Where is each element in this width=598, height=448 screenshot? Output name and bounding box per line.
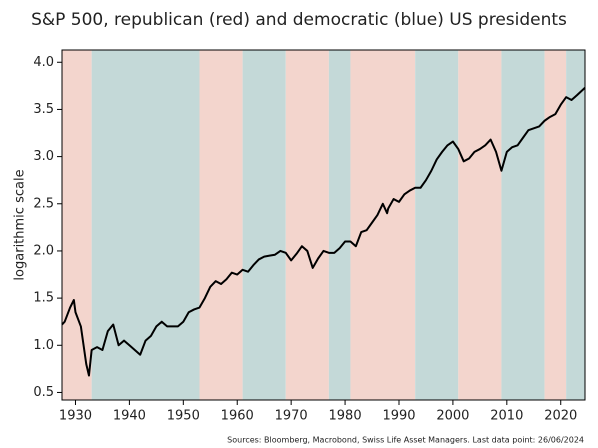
y-tick-label: 2.5	[33, 196, 54, 211]
president-period	[415, 50, 459, 400]
president-period	[350, 50, 416, 400]
president-period	[242, 50, 286, 400]
x-tick-label: 1940	[113, 409, 146, 424]
president-period	[544, 50, 567, 400]
president-period	[501, 50, 545, 400]
source-note: Sources: Bloomberg, Macrobond, Swiss Lif…	[227, 436, 584, 445]
y-tick-label: 2.0	[33, 243, 54, 258]
x-tick-label: 2020	[544, 409, 577, 424]
y-tick-label: 1.0	[33, 338, 54, 353]
president-period	[566, 50, 585, 400]
chart-title: S&P 500, republican (red) and democratic…	[31, 10, 567, 30]
x-tick-label: 1960	[221, 409, 254, 424]
x-tick-label: 1950	[167, 409, 200, 424]
x-tick-label: 2000	[436, 409, 469, 424]
y-axis-label: logarithmic scale	[13, 169, 28, 280]
y-tick-label: 3.0	[33, 149, 54, 164]
x-tick-label: 1990	[382, 409, 415, 424]
x-tick-label: 1980	[329, 409, 362, 424]
x-tick-label: 2010	[490, 409, 523, 424]
x-tick-label: 1970	[275, 409, 308, 424]
y-tick-label: 4.0	[33, 55, 54, 70]
y-tick-label: 3.5	[33, 102, 54, 117]
president-period	[285, 50, 329, 400]
y-tick-label: 1.5	[33, 291, 54, 306]
president-period	[458, 50, 502, 400]
index-line	[61, 87, 586, 377]
president-period	[328, 50, 351, 400]
y-tick-label: 0.5	[33, 385, 54, 400]
x-tick-label: 1930	[59, 409, 92, 424]
president-period	[62, 50, 92, 400]
plot-frame	[61, 49, 586, 401]
president-period	[91, 50, 200, 400]
president-period	[199, 50, 243, 400]
